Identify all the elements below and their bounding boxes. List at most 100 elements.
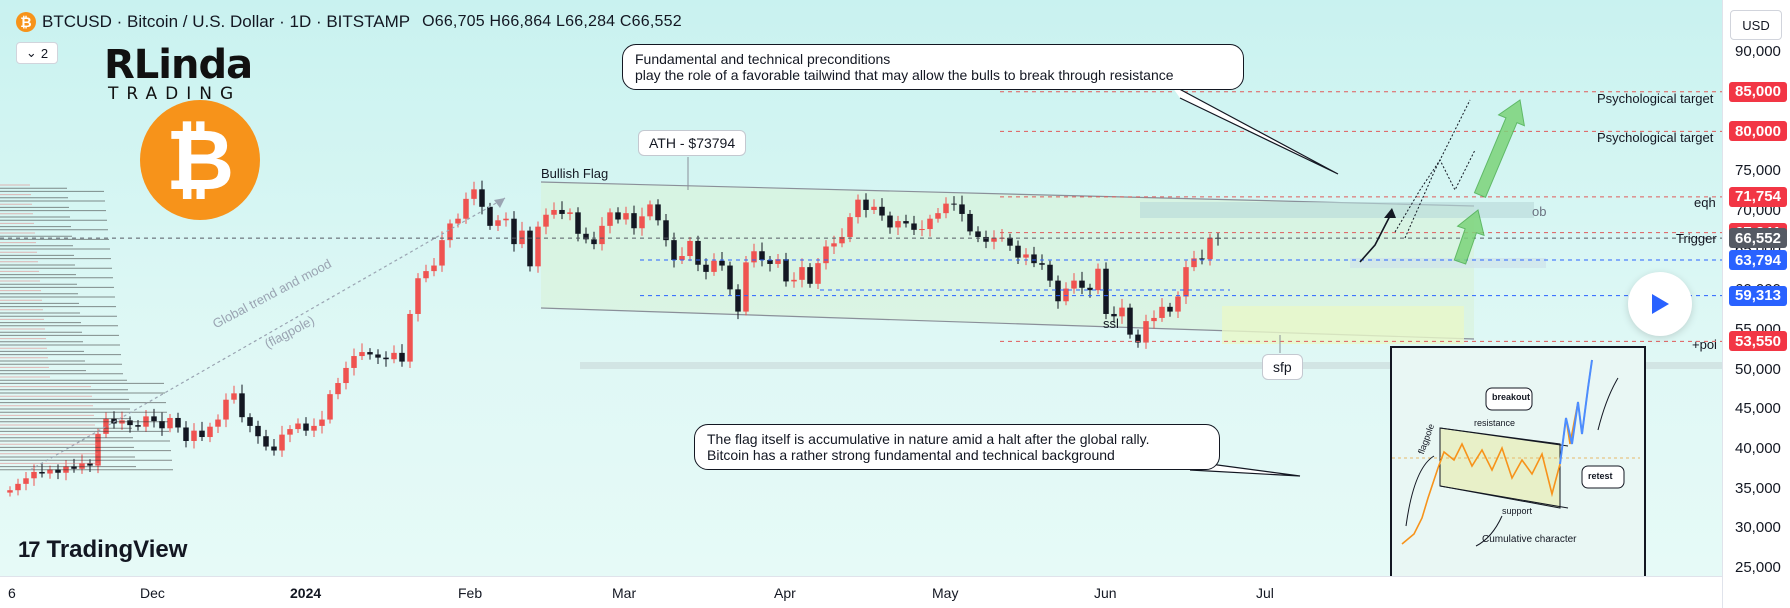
candle-body	[751, 251, 757, 263]
candle-body	[167, 417, 173, 429]
candle-body	[287, 429, 293, 435]
projection-arrow-head	[1384, 208, 1396, 218]
candle-body	[79, 463, 85, 469]
candle-body	[71, 466, 77, 469]
candle-body	[927, 218, 933, 230]
candle-body	[335, 383, 341, 395]
price-tick-11: 35,000	[1735, 479, 1781, 497]
projection-path	[1359, 211, 1393, 263]
candle-body	[1119, 307, 1125, 317]
callout-preconditions-line1: Fundamental and technical preconditions	[635, 51, 891, 67]
candle-body	[223, 399, 229, 420]
callout-preconditions-line2: play the role of a favorable tailwind th…	[635, 67, 1174, 83]
bitcoin-icon: ₿	[16, 12, 36, 32]
tradingview-logo-icon: 17	[18, 537, 41, 562]
time-tick-0: 6	[8, 585, 16, 601]
price-badge-2: 71,754	[1729, 186, 1787, 207]
tradingview-wordmark: TradingView	[46, 536, 188, 563]
candle-body	[471, 189, 477, 199]
candle-body	[607, 212, 613, 226]
candle-body	[95, 433, 101, 466]
candle-body	[943, 203, 949, 214]
candle-body	[919, 229, 925, 231]
candle-body	[663, 220, 669, 241]
candle-body	[631, 213, 637, 229]
candle-body	[375, 354, 381, 358]
play-replay-button[interactable]	[1628, 272, 1692, 336]
candle-body	[55, 469, 61, 473]
candle-body	[1087, 287, 1093, 291]
candle-body	[1199, 258, 1205, 260]
candle-body	[1039, 263, 1045, 265]
candle-body	[31, 471, 37, 479]
candle-body	[1055, 280, 1061, 302]
target-note-80000: Psychological target	[1597, 130, 1714, 145]
candle-body	[551, 209, 557, 215]
ob-zone	[1140, 202, 1534, 218]
candle-body	[159, 421, 165, 429]
candle-body	[679, 256, 685, 260]
time-tick-5: Apr	[774, 585, 796, 601]
candle-body	[295, 423, 301, 430]
candle-body	[775, 259, 781, 264]
price-tick-0: 90,000	[1735, 43, 1781, 60]
symbol-header[interactable]: ₿ BTCUSD · Bitcoin / U.S. Dollar · 1D · …	[16, 12, 682, 32]
candle-body	[647, 204, 653, 217]
candle-body	[391, 352, 397, 360]
candle-body	[735, 289, 741, 312]
candle-body	[1079, 280, 1085, 288]
candle-body	[207, 426, 213, 438]
price-tick-9: 45,000	[1735, 400, 1781, 418]
green-arrow-small	[1453, 209, 1485, 265]
candle-body	[255, 425, 261, 437]
candle-body	[855, 199, 861, 218]
candle-body	[199, 430, 205, 438]
candle-body	[23, 478, 29, 484]
price-badge-4: 66,552	[1729, 228, 1787, 249]
candle-body	[359, 352, 365, 357]
candle-body	[535, 226, 541, 267]
candle-body	[807, 267, 813, 284]
candle-body	[895, 221, 901, 228]
projection-path-dotted-2	[1404, 99, 1471, 239]
candle-body	[423, 271, 429, 279]
candle-body	[327, 394, 333, 420]
candle-body	[959, 204, 965, 214]
candle-body	[231, 393, 237, 400]
candle-body	[1015, 245, 1021, 258]
candle-body	[447, 223, 453, 241]
ath-label: ATH - $73794	[638, 130, 747, 156]
chart-plot-area[interactable]: ₿ BTCUSD · Bitcoin / U.S. Dollar · 1D · …	[0, 0, 1722, 576]
candle-body	[263, 436, 269, 447]
candle-body	[1183, 267, 1189, 297]
candle-body	[439, 240, 445, 266]
candle-body	[399, 352, 405, 362]
candle-body	[215, 419, 221, 427]
callout-pointer-top	[1169, 83, 1339, 175]
candle-body	[271, 446, 277, 451]
price-axis[interactable]: USD 90,00085,00080,00075,00070,00065,000…	[1722, 0, 1790, 608]
price-tick-8: 50,000	[1735, 360, 1781, 378]
candle-body	[815, 263, 821, 284]
price-tick-13: 25,000	[1735, 559, 1781, 576]
rlinda-logo-sub: TRADING	[108, 84, 242, 104]
candle-body	[623, 213, 629, 220]
inset-breakout-label: breakout	[1492, 392, 1531, 402]
time-tick-6: May	[932, 585, 959, 601]
green-arrow-large	[1473, 99, 1526, 198]
time-tick-7: Jun	[1094, 585, 1117, 601]
candle-body	[39, 471, 45, 474]
candle-body	[591, 239, 597, 245]
candle-body	[655, 204, 661, 221]
time-axis[interactable]: 6 Dec 2024 Feb Mar Apr May Jun Jul	[0, 576, 1722, 608]
candle-body	[567, 212, 573, 214]
price-tick-12: 30,000	[1735, 519, 1781, 537]
candle-body	[495, 220, 501, 226]
collapse-indicators-button[interactable]: ⌄ 2	[16, 42, 58, 64]
rlinda-logo: RLinda	[104, 42, 253, 88]
candle-body	[7, 490, 13, 493]
candle-body	[991, 237, 997, 242]
candle-body	[503, 218, 509, 221]
ob-label: ob	[1532, 204, 1547, 219]
currency-button[interactable]: USD	[1730, 10, 1782, 40]
